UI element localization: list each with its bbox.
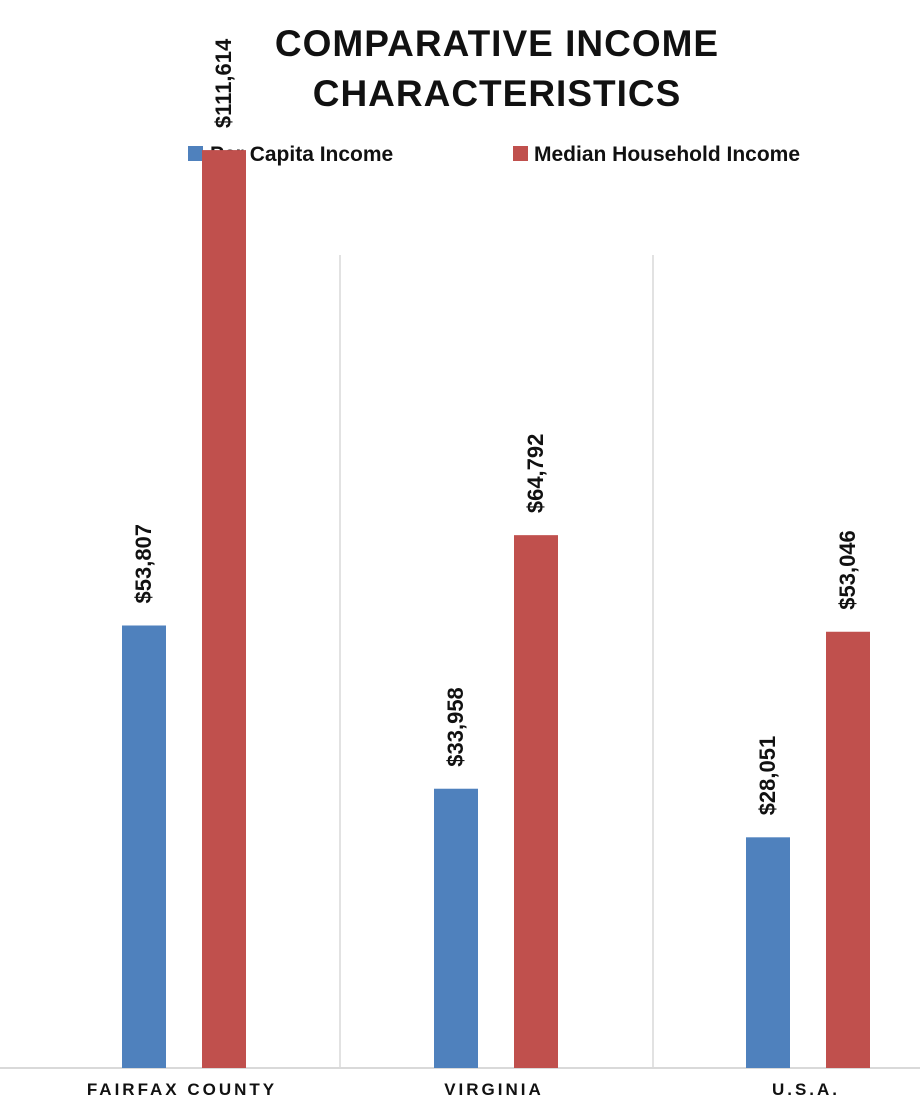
bar bbox=[514, 535, 558, 1068]
bar bbox=[202, 150, 246, 1069]
chart-title-line: CHARACTERISTICS bbox=[313, 73, 682, 114]
legend-swatch bbox=[188, 146, 203, 161]
x-axis-tick-labels: FAIRFAX COUNTY VIRGINIA U.S.A. bbox=[87, 1080, 840, 1099]
category-separators bbox=[339, 255, 654, 1068]
data-label: $53,046 bbox=[835, 530, 860, 610]
legend-label: Per Capita Income bbox=[210, 143, 393, 166]
bars bbox=[122, 150, 870, 1069]
legend: Per Capita Income Median Household Income bbox=[188, 143, 800, 166]
x-tick-label: U.S.A. bbox=[772, 1080, 840, 1097]
chart-title-line: COMPARATIVE INCOME bbox=[275, 23, 719, 64]
legend-label: Median Household Income bbox=[534, 143, 800, 166]
data-label: $33,958 bbox=[443, 687, 468, 767]
bar bbox=[434, 788, 478, 1068]
x-tick-label: FAIRFAX COUNTY bbox=[87, 1080, 277, 1097]
bar bbox=[122, 625, 166, 1068]
data-label: $28,051 bbox=[755, 736, 780, 816]
chart-title: COMPARATIVE INCOME CHARACTERISTICS bbox=[275, 23, 719, 114]
data-label: $53,807 bbox=[131, 524, 156, 604]
legend-swatch bbox=[513, 146, 528, 161]
data-label: $111,614 bbox=[211, 38, 236, 128]
data-label: $64,792 bbox=[523, 434, 548, 514]
x-tick-label: VIRGINIA bbox=[444, 1080, 544, 1097]
bar bbox=[746, 837, 790, 1068]
bar bbox=[826, 631, 870, 1068]
data-labels: $53,807 $111,614 $33,958 $64,792 $28,051 $53,… bbox=[131, 38, 860, 815]
